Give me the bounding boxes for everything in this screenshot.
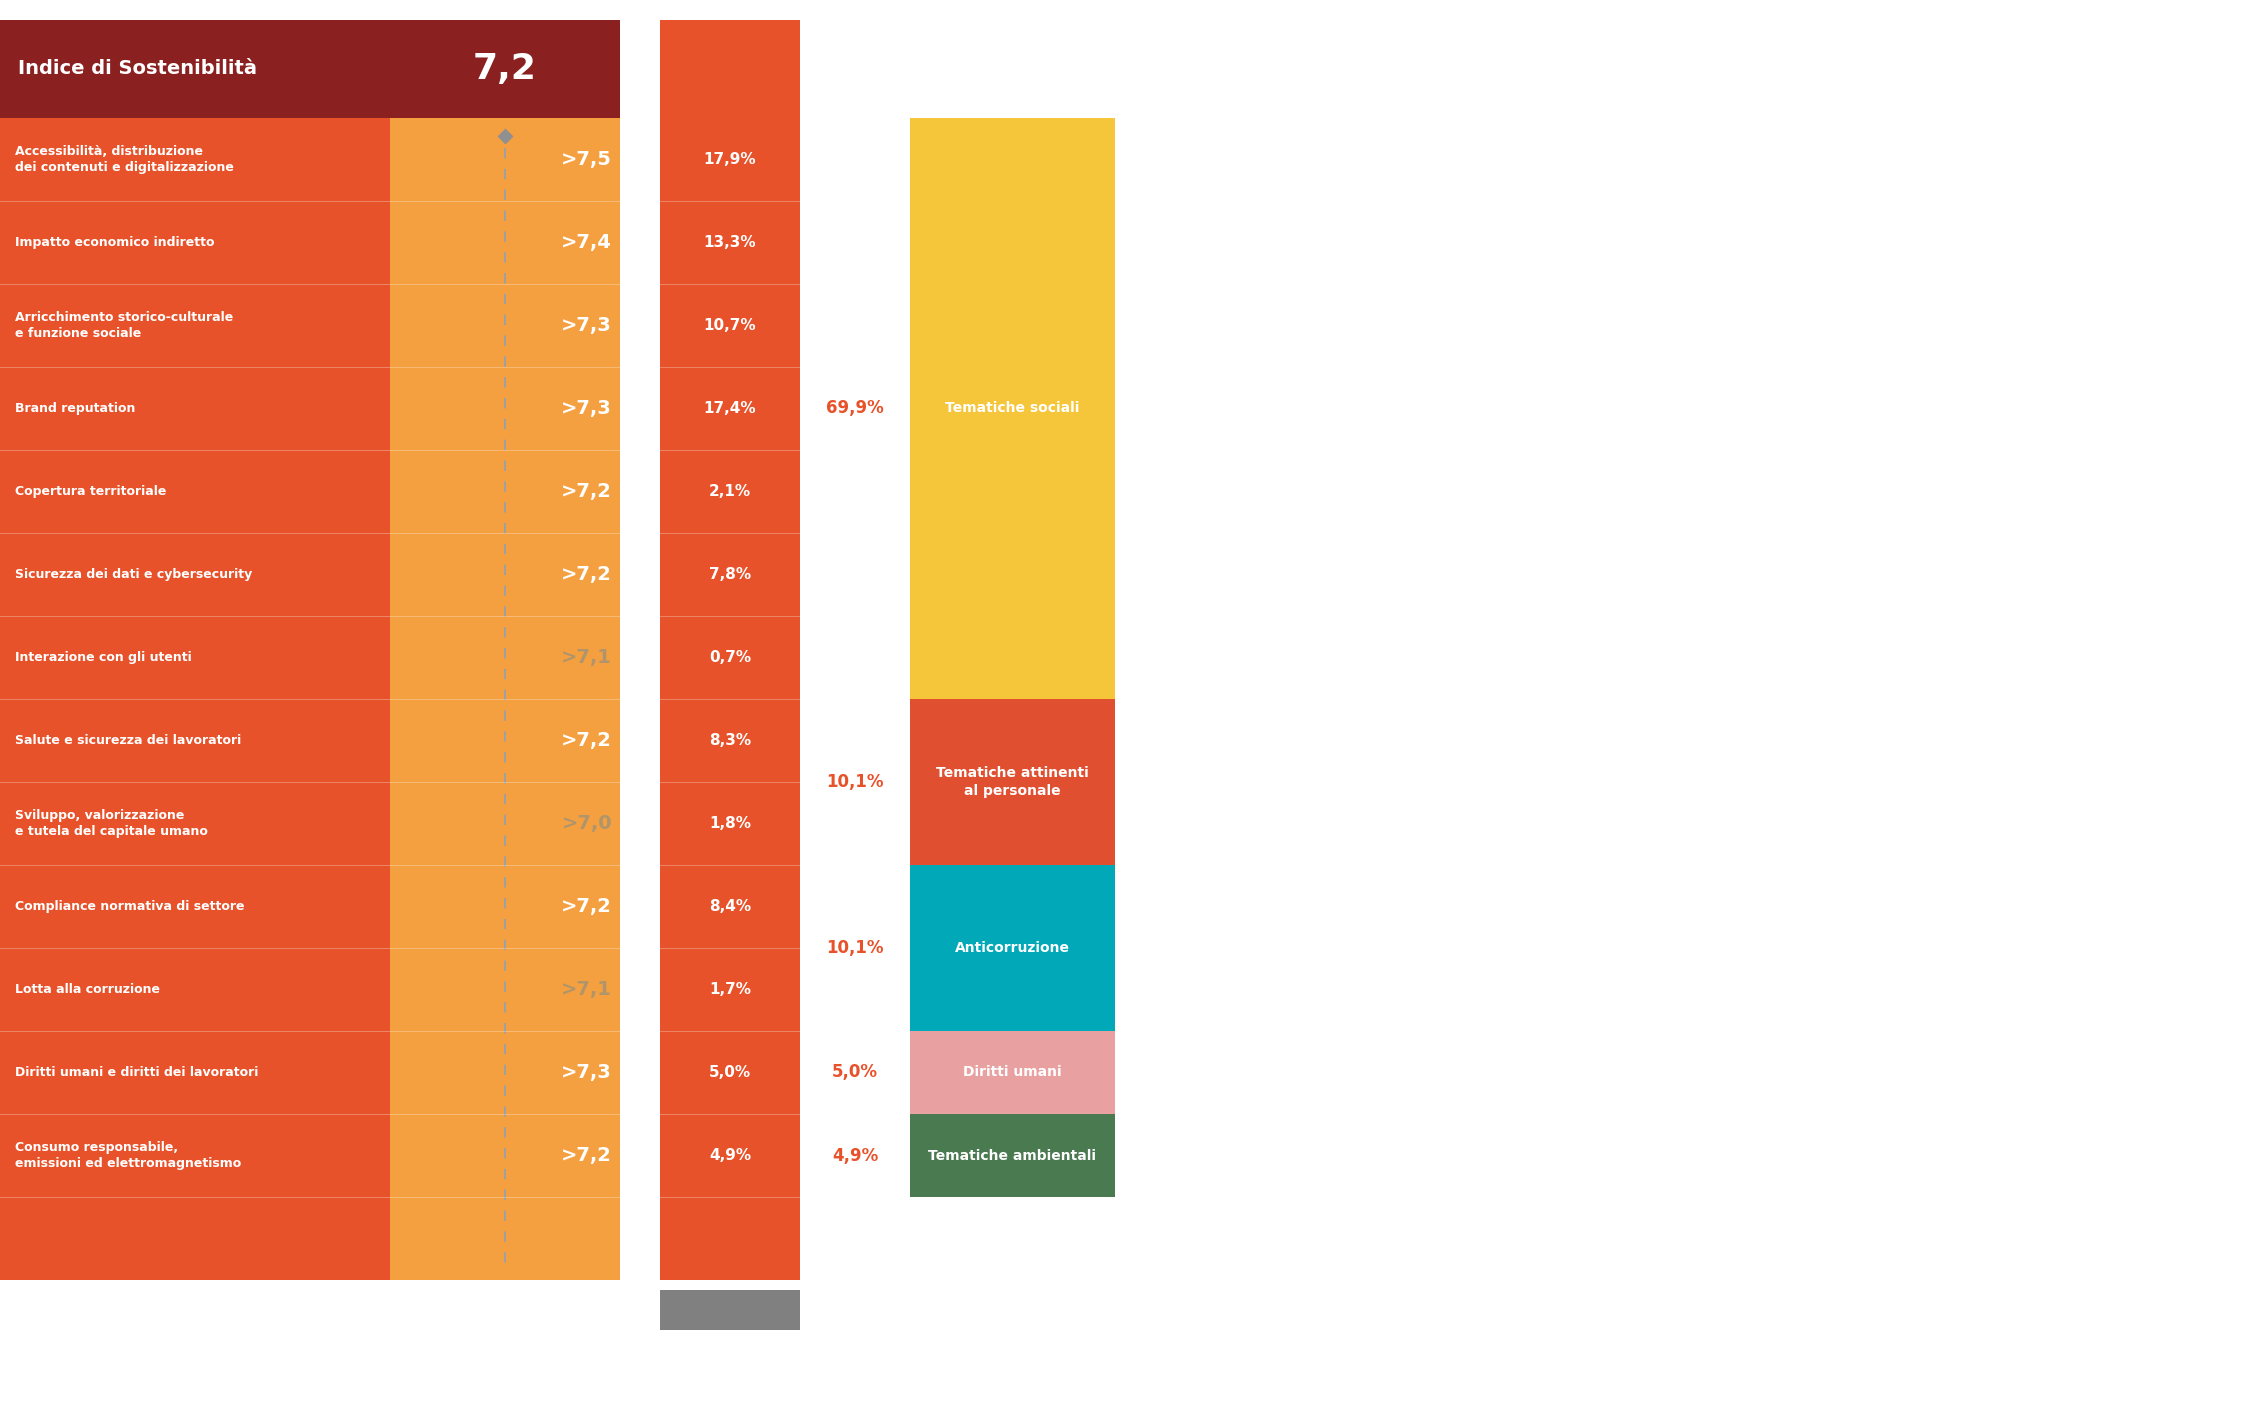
- Text: 0,7%: 0,7%: [709, 650, 751, 665]
- Text: Tematiche attinenti
al personale: Tematiche attinenti al personale: [935, 767, 1088, 797]
- Text: 10,1%: 10,1%: [825, 939, 884, 958]
- Text: 17,9%: 17,9%: [704, 152, 756, 167]
- Text: 4,9%: 4,9%: [709, 1148, 751, 1163]
- Text: >7,2: >7,2: [561, 897, 612, 915]
- Text: Sicurezza dei dati e cybersecurity: Sicurezza dei dati e cybersecurity: [16, 569, 251, 581]
- Text: Copertura territoriale: Copertura territoriale: [16, 484, 166, 498]
- Text: Diritti umani: Diritti umani: [962, 1066, 1061, 1080]
- Text: Indice di Sostenibilità: Indice di Sostenibilità: [18, 59, 258, 79]
- Text: Compliance normativa di settore: Compliance normativa di settore: [16, 900, 244, 913]
- Text: Tematiche sociali: Tematiche sociali: [944, 402, 1079, 416]
- Text: >7,5: >7,5: [561, 150, 612, 168]
- Text: 69,9%: 69,9%: [825, 400, 884, 417]
- Text: 7,2: 7,2: [473, 52, 536, 86]
- Text: Accessibilità, distribuzione
dei contenuti e digitalizzazione: Accessibilità, distribuzione dei contenu…: [16, 145, 233, 174]
- Text: 10,1%: 10,1%: [825, 774, 884, 790]
- Text: Interazione con gli utenti: Interazione con gli utenti: [16, 651, 191, 664]
- Bar: [659, 1290, 801, 1330]
- Text: 2,1%: 2,1%: [709, 484, 751, 498]
- Bar: [911, 699, 1115, 865]
- Text: 1,7%: 1,7%: [709, 981, 751, 997]
- Text: Salute e sicurezza dei lavoratori: Salute e sicurezza dei lavoratori: [16, 734, 242, 747]
- Text: >7,2: >7,2: [561, 1146, 612, 1165]
- Text: Consumo responsabile,
emissioni ed elettromagnetismo: Consumo responsabile, emissioni ed elett…: [16, 1140, 242, 1171]
- Text: 17,4%: 17,4%: [704, 402, 756, 416]
- Text: >7,3: >7,3: [561, 316, 612, 336]
- Text: Lotta alla corruzione: Lotta alla corruzione: [16, 983, 159, 995]
- Text: >7,4: >7,4: [561, 233, 612, 251]
- Text: Brand reputation: Brand reputation: [16, 402, 135, 416]
- Text: >7,0: >7,0: [561, 814, 612, 833]
- Text: 5,0%: 5,0%: [709, 1066, 751, 1080]
- Text: 5,0%: 5,0%: [832, 1063, 877, 1081]
- Bar: [390, 20, 619, 1280]
- Text: 4,9%: 4,9%: [832, 1147, 877, 1164]
- Bar: [911, 118, 1115, 699]
- Text: 8,3%: 8,3%: [709, 733, 751, 748]
- Text: >7,2: >7,2: [561, 731, 612, 750]
- Text: 8,4%: 8,4%: [709, 899, 751, 914]
- Bar: [0, 20, 390, 118]
- Bar: [0, 20, 390, 1280]
- Bar: [911, 865, 1115, 1031]
- Text: Anticorruzione: Anticorruzione: [956, 941, 1070, 955]
- Text: >7,3: >7,3: [561, 399, 612, 418]
- Text: >7,2: >7,2: [561, 564, 612, 584]
- Text: 13,3%: 13,3%: [704, 234, 756, 250]
- Bar: [390, 20, 619, 118]
- Bar: [659, 20, 801, 1280]
- Text: >7,3: >7,3: [561, 1063, 612, 1082]
- Text: 10,7%: 10,7%: [704, 317, 756, 333]
- Text: Arricchimento storico-culturale
e funzione sociale: Arricchimento storico-culturale e funzio…: [16, 310, 233, 340]
- Bar: [911, 1031, 1115, 1113]
- Text: Tematiche ambientali: Tematiche ambientali: [929, 1148, 1097, 1163]
- Text: >7,1: >7,1: [561, 649, 612, 667]
- Text: 1,8%: 1,8%: [709, 816, 751, 831]
- Text: >7,1: >7,1: [561, 980, 612, 1000]
- Text: Impatto economico indiretto: Impatto economico indiretto: [16, 236, 215, 249]
- Bar: [911, 1113, 1115, 1198]
- Text: Sviluppo, valorizzazione
e tutela del capitale umano: Sviluppo, valorizzazione e tutela del ca…: [16, 809, 209, 838]
- Text: Diritti umani e diritti dei lavoratori: Diritti umani e diritti dei lavoratori: [16, 1066, 258, 1080]
- Text: >7,2: >7,2: [561, 482, 612, 501]
- Text: 7,8%: 7,8%: [709, 567, 751, 583]
